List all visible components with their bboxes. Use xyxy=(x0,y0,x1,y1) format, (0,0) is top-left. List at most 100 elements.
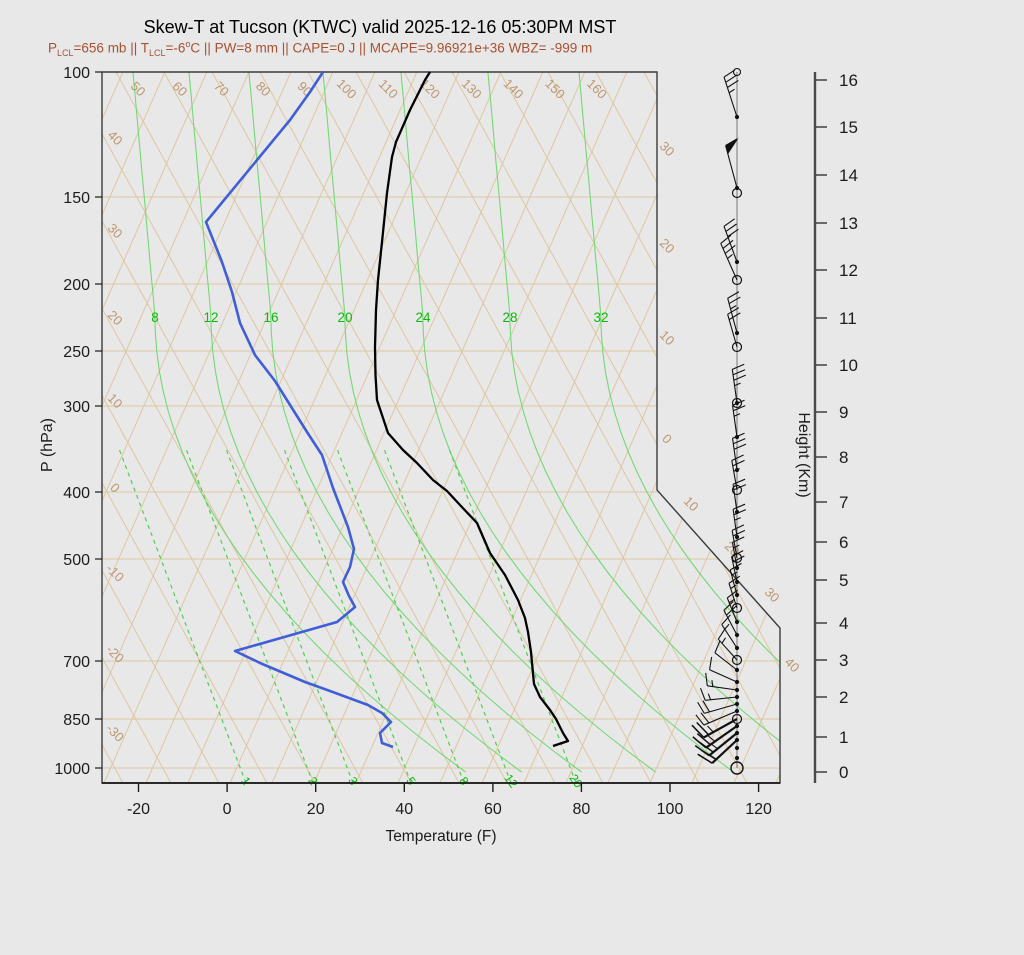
wind-barb-shaft xyxy=(704,703,738,714)
wind-barb-shaft xyxy=(720,243,738,281)
wind-barb-tick xyxy=(728,296,741,305)
mixing-ratio-line xyxy=(383,449,512,783)
isotherm-line xyxy=(523,72,780,783)
height-tick-label: 8 xyxy=(839,448,848,467)
wind-barb-tick xyxy=(699,741,714,753)
wind-barb-shaft xyxy=(721,624,738,649)
wind-barb-tick xyxy=(722,239,734,249)
wind-station-dot xyxy=(734,730,740,736)
wind-station-circle-surface xyxy=(730,761,744,775)
height-tick-label: 10 xyxy=(839,356,858,375)
temperature-tick-label: 0 xyxy=(223,801,232,818)
adiabat-line xyxy=(102,72,124,783)
isotherm-line xyxy=(102,72,334,783)
wind-barb-tick xyxy=(691,724,705,738)
mixing-ratio-label: 1 xyxy=(238,774,253,788)
moist-adiabat-label: 12 xyxy=(203,310,218,325)
isotherm-label: -30 xyxy=(103,721,127,745)
wind-barb-half-tick xyxy=(724,623,730,630)
wind-barb-tick xyxy=(717,627,726,640)
wind-barb-shaft xyxy=(709,669,738,683)
wind-station-dot xyxy=(734,667,740,673)
pressure-axis: 100 150 200 250 300 400 500 700 850 1000 P (hPa) xyxy=(39,65,102,778)
adiabat-line xyxy=(211,72,604,783)
isotherm-label: 160 xyxy=(584,76,610,102)
moist-adiabat-curve xyxy=(322,72,656,773)
wind-barb-half-tick xyxy=(727,254,733,259)
wind-barb-half-tick xyxy=(733,468,740,472)
pressure-tick-label: 400 xyxy=(63,485,90,502)
wind-barb-tick xyxy=(732,555,745,563)
adiabat-line xyxy=(739,72,780,783)
pressure-tick-label: 100 xyxy=(63,65,90,82)
isotherm-line xyxy=(187,72,502,783)
height-tick-label: 16 xyxy=(839,71,858,90)
height-tick-label: 12 xyxy=(839,261,858,280)
wind-station-circle xyxy=(731,187,743,199)
mixing-ratio-line xyxy=(448,449,577,783)
wind-barb-tick xyxy=(714,640,721,653)
mixing-ratio-label: 2 xyxy=(305,774,320,788)
temperature-tick-label: 40 xyxy=(395,801,413,818)
wind-barb-shaft xyxy=(703,710,738,726)
mixing-ratio-line xyxy=(283,449,412,783)
wind-barb-half-tick xyxy=(733,413,741,417)
wind-barb-tick xyxy=(723,601,734,611)
wind-station-dot xyxy=(734,259,740,265)
wind-barb-tick xyxy=(733,405,746,412)
pressure-axis-title: P (hPa) xyxy=(39,418,56,472)
wind-station-dot xyxy=(734,679,740,685)
adiabat-line xyxy=(451,72,780,783)
wind-barb-tick xyxy=(733,484,747,491)
wind-station-dot xyxy=(734,755,740,761)
height-axis-title: Height (Km) xyxy=(795,412,812,497)
wind-station-dot xyxy=(734,723,740,729)
height-tick-label: 14 xyxy=(839,166,858,185)
adiabat-line xyxy=(102,72,316,783)
wind-barb-tick xyxy=(696,733,711,746)
adiabat-line xyxy=(102,72,364,783)
wind-station-dot xyxy=(734,592,740,598)
height-tick-label: 11 xyxy=(839,309,857,328)
wind-barb-tick xyxy=(697,701,705,714)
wind-barb-tick xyxy=(727,291,740,299)
wind-barb-tick xyxy=(721,614,731,625)
moist-adiabat-curve xyxy=(487,72,780,773)
wind-barb-shaft xyxy=(731,556,738,583)
wind-barb-shaft xyxy=(723,76,738,118)
moist-adiabat-curve xyxy=(132,72,466,773)
height-tick-label: 13 xyxy=(839,214,858,233)
adiabat-line xyxy=(102,72,268,783)
adiabat-line xyxy=(102,72,412,783)
wind-station-dot xyxy=(734,330,740,336)
adiabat-line xyxy=(115,72,508,783)
wind-barb-tick xyxy=(728,312,741,321)
wind-barb-half-tick xyxy=(733,544,740,549)
temperature-tick-label: 120 xyxy=(745,801,772,818)
adiabat-line xyxy=(547,72,780,783)
wind-barb-shaft xyxy=(727,314,738,348)
wind-barb-half-tick xyxy=(707,725,714,733)
mixing-ratio-label: 8 xyxy=(456,774,471,788)
wind-barb-half-tick xyxy=(721,637,726,644)
isotherm-line xyxy=(102,72,292,783)
isotherm-line xyxy=(102,72,250,783)
pressure-tick-label: 700 xyxy=(63,654,90,671)
height-tick-label: 1 xyxy=(839,728,848,747)
isotherm-label: 70 xyxy=(211,78,232,99)
wind-barb-shaft xyxy=(707,685,738,691)
wind-barb-tick xyxy=(725,223,737,232)
wind-barb-tick xyxy=(727,79,739,88)
sounding-curves xyxy=(204,71,570,749)
adiabat-line xyxy=(788,72,1024,783)
wind-barb-tick xyxy=(731,524,745,531)
wind-station-dot xyxy=(734,619,740,625)
moist-adiabat-curve xyxy=(248,72,582,773)
wind-station-dot xyxy=(734,632,740,638)
wind-barb-tick xyxy=(700,712,710,724)
height-tick-label: 4 xyxy=(839,614,848,633)
temperature-curve xyxy=(373,71,570,748)
isotherm-line xyxy=(565,72,780,783)
